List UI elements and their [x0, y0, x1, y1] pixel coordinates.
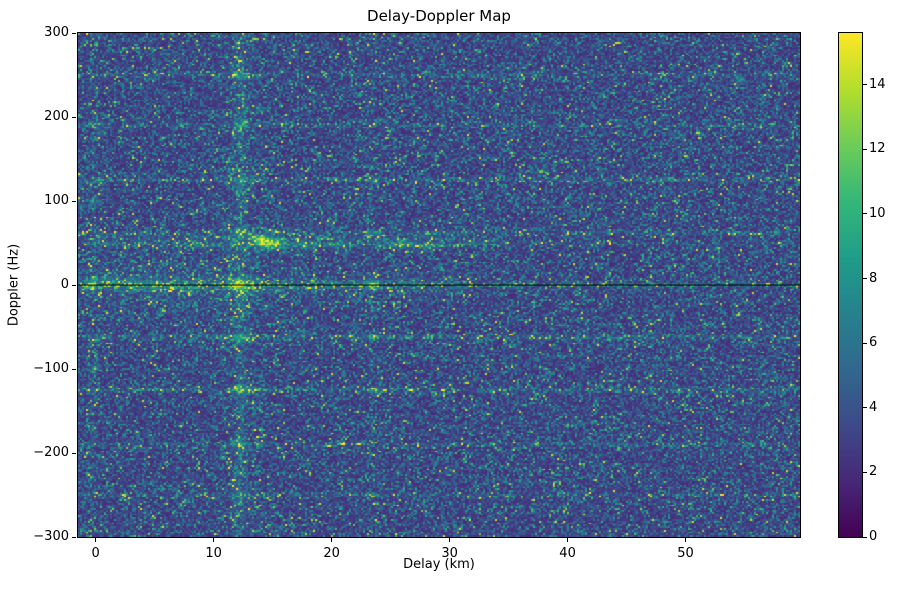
colorbar-tick-mark	[863, 407, 867, 409]
colorbar-tick-label: 6	[869, 335, 878, 351]
y-tick-label: 0	[60, 277, 69, 292]
y-tick-mark	[72, 536, 76, 538]
y-tick-label: 100	[44, 193, 69, 208]
colorbar-tick-label: 8	[869, 270, 878, 286]
x-tick-label: 50	[677, 546, 694, 561]
colorbar-tick-label: 10	[869, 205, 886, 221]
colorbar	[838, 32, 863, 538]
y-tick-label: −300	[33, 529, 69, 544]
x-tick-label: 30	[441, 546, 458, 561]
colorbar-tick-label: 4	[869, 399, 878, 415]
colorbar-tick-label: 0	[869, 529, 878, 544]
y-tick-mark	[72, 368, 76, 370]
x-axis-label: Delay (km)	[403, 557, 475, 572]
y-tick-label: −100	[33, 361, 69, 376]
plot-area	[77, 32, 801, 538]
x-tick-label: 40	[559, 546, 576, 561]
colorbar-tick-mark	[863, 471, 867, 473]
colorbar-tick-mark	[863, 536, 867, 538]
y-tick-mark	[72, 116, 76, 118]
x-tick-mark	[685, 538, 687, 542]
x-tick-label: 10	[205, 546, 222, 561]
colorbar-tick-mark	[863, 213, 867, 215]
heatmap-canvas	[78, 33, 800, 537]
y-tick-label: −200	[33, 445, 69, 460]
colorbar-tick-mark	[863, 342, 867, 344]
x-tick-label: 20	[323, 546, 340, 561]
y-tick-mark	[72, 452, 76, 454]
colorbar-tick-mark	[863, 84, 867, 86]
colorbar-tick-label: 14	[869, 76, 886, 92]
colorbar-canvas	[839, 33, 862, 537]
colorbar-tick-label: 12	[869, 141, 886, 157]
x-tick-label: 0	[91, 546, 100, 561]
x-tick-mark	[449, 538, 451, 542]
y-tick-mark	[72, 284, 76, 286]
chart-title: Delay-Doppler Map	[367, 7, 511, 25]
x-tick-mark	[95, 538, 97, 542]
y-tick-mark	[72, 32, 76, 34]
y-tick-label: 300	[44, 25, 69, 40]
x-tick-mark	[567, 538, 569, 542]
x-tick-mark	[331, 538, 333, 542]
colorbar-tick-mark	[863, 278, 867, 280]
x-tick-mark	[213, 538, 215, 542]
colorbar-tick-label: 2	[869, 464, 878, 480]
y-tick-mark	[72, 200, 76, 202]
y-tick-label: 200	[44, 109, 69, 124]
colorbar-tick-mark	[863, 148, 867, 150]
